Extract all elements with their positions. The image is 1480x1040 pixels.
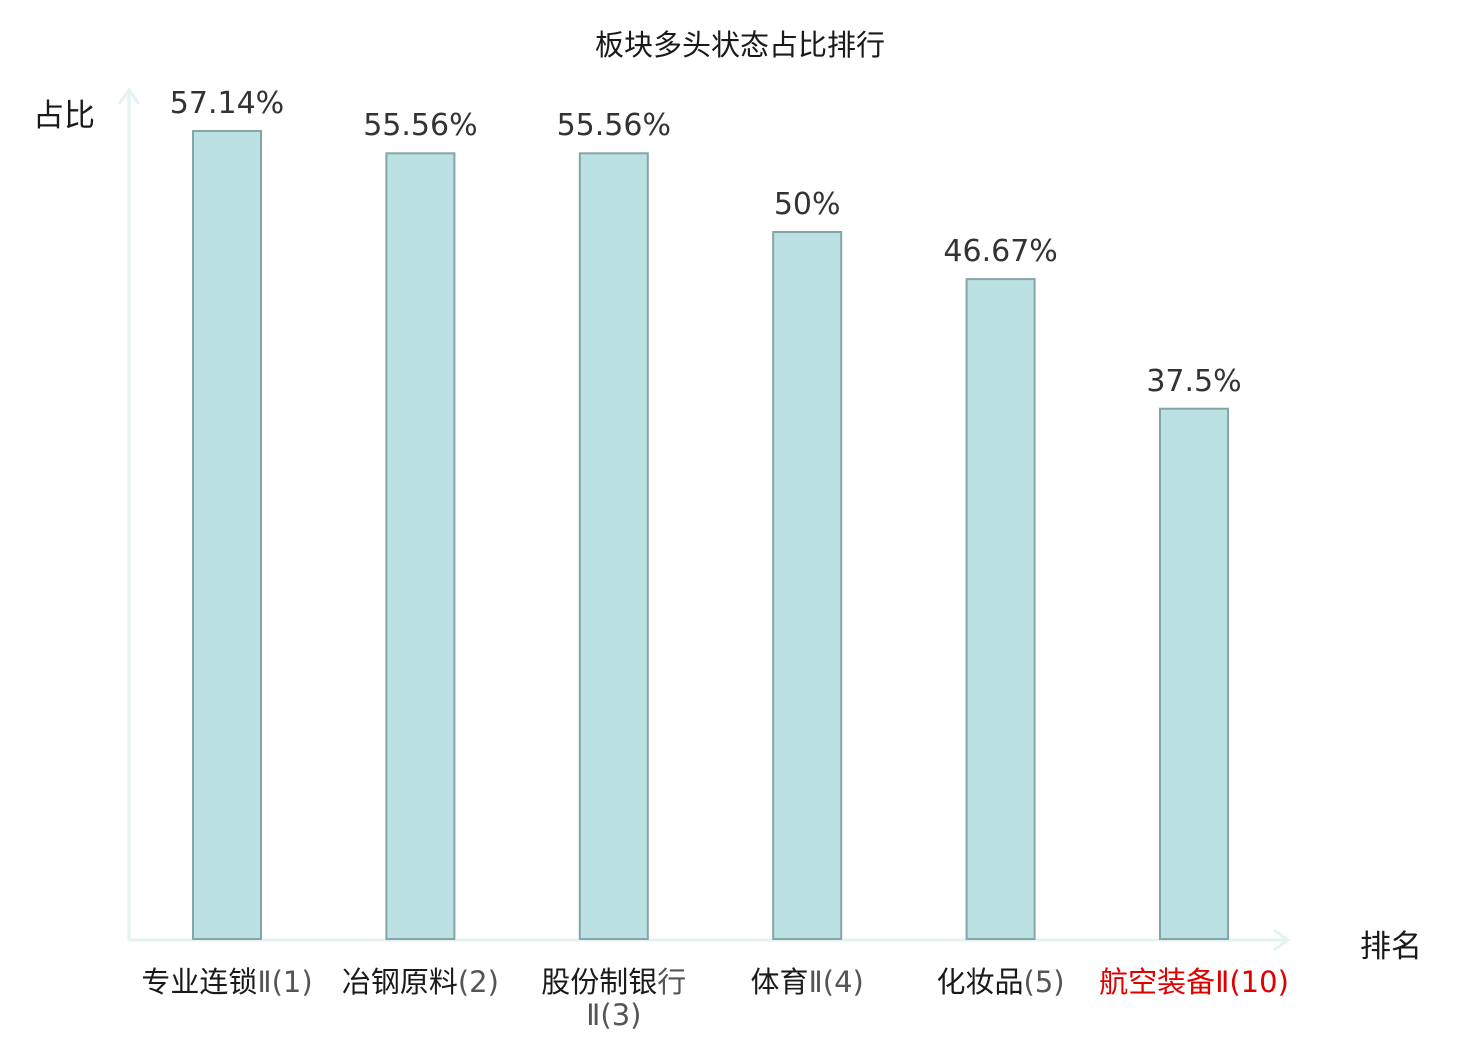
bars-group xyxy=(192,130,1229,941)
bar xyxy=(385,152,456,941)
category-label: 航空装备Ⅱ(10) xyxy=(1099,966,1289,999)
category-rank: (2) xyxy=(457,965,499,999)
category-name: 航空装备 xyxy=(1099,965,1216,999)
bar xyxy=(578,152,649,941)
y-axis-arrow-icon xyxy=(117,87,141,105)
category-rank: Ⅱ(4) xyxy=(808,965,864,999)
x-axis-label: 排名 xyxy=(1360,929,1422,965)
category-name: 化妆品 xyxy=(936,965,1024,999)
x-axis-arrow-icon xyxy=(1273,928,1291,952)
bar xyxy=(192,130,262,940)
bar-value-label: 55.56% xyxy=(556,108,671,144)
bar-value-label: 37.5% xyxy=(1146,363,1242,399)
bar-value-label: 46.67% xyxy=(943,234,1058,270)
category-label: 体育Ⅱ(4) xyxy=(712,966,902,999)
category-label: 股份制银行Ⅱ(3) xyxy=(519,966,709,1032)
category-name: 冶钢原料 xyxy=(341,965,458,999)
category-rank: (5) xyxy=(1023,965,1065,999)
bar xyxy=(965,278,1036,941)
bar xyxy=(1159,407,1229,940)
category-rank: Ⅱ(1) xyxy=(257,965,313,999)
chart-title: 板块多头状态占比排行 xyxy=(594,28,885,62)
bar xyxy=(772,231,843,940)
bar-value-label: 50% xyxy=(773,187,841,222)
category-rank: Ⅱ(10) xyxy=(1215,965,1289,999)
bar-value-label: 55.56% xyxy=(363,108,478,144)
category-label: 化妆品(5) xyxy=(906,966,1096,999)
category-name: 股份制银 xyxy=(541,965,658,999)
category-label: 冶钢原料(2) xyxy=(325,966,515,999)
category-label: 专业连锁Ⅱ(1) xyxy=(132,966,322,999)
category-name: 专业连锁 xyxy=(141,965,258,999)
category-rank: 行Ⅱ(3) xyxy=(586,965,687,1032)
category-name: 体育 xyxy=(750,965,809,999)
y-axis-label: 占比 xyxy=(33,98,95,134)
bar-value-label: 57.14% xyxy=(169,86,285,121)
